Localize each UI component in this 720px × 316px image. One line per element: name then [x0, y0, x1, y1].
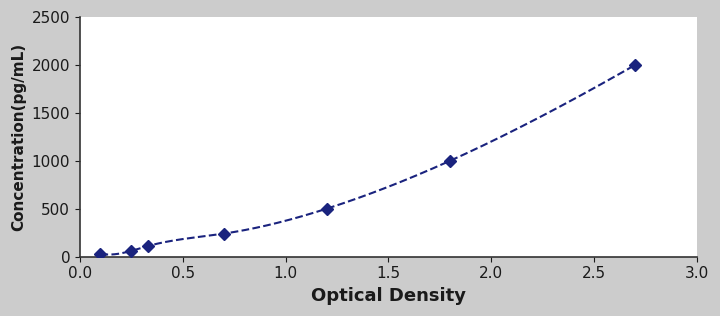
Y-axis label: Concentration(pg/mL): Concentration(pg/mL) — [11, 43, 26, 231]
X-axis label: Optical Density: Optical Density — [311, 287, 466, 305]
